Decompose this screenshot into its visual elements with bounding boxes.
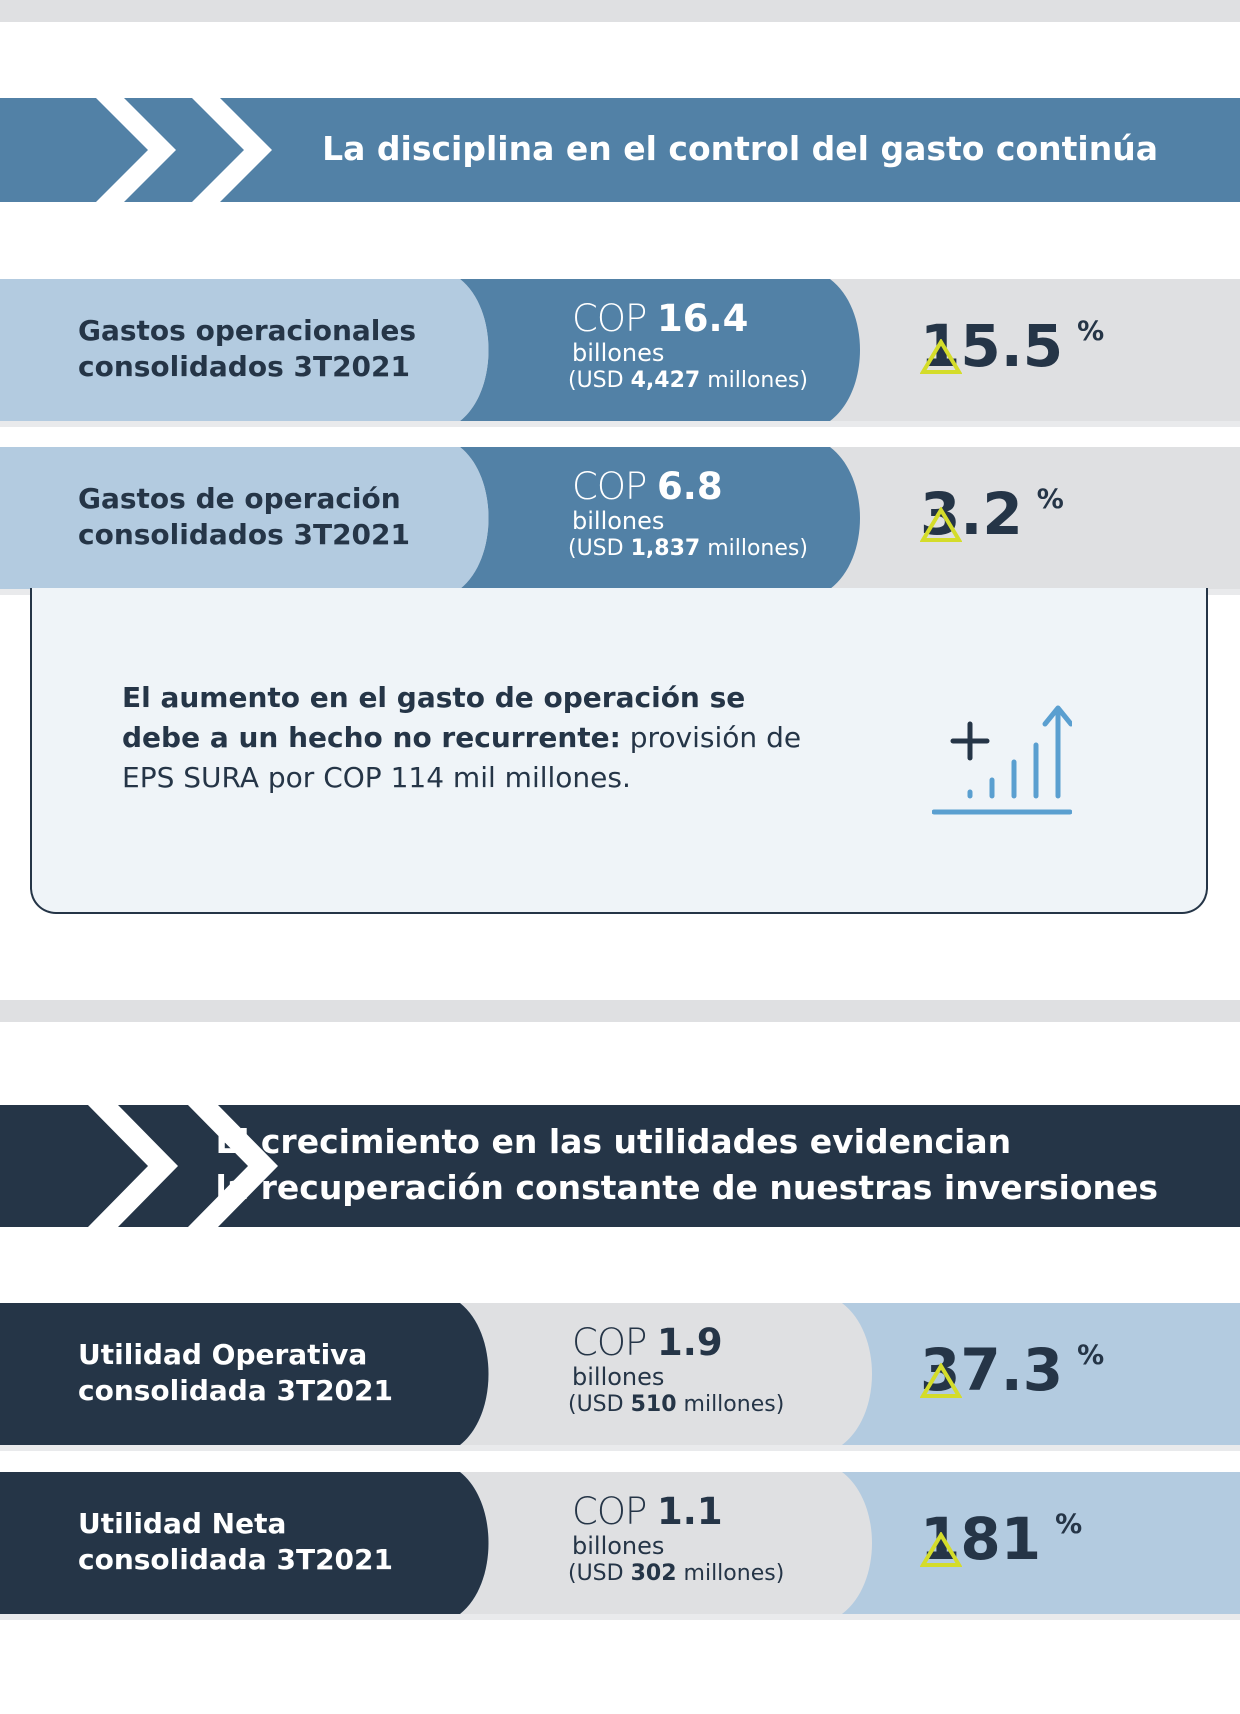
triangle-up-icon [920,1363,962,1398]
double-chevron-icon [0,1105,1240,1227]
section1-banner: La disciplina en el control del gasto co… [0,98,1240,202]
metric-amount: COP 6.8 billones (USD 1,837 millones) [568,465,808,562]
section2-banner: El crecimiento en las utilidades evidenc… [0,1105,1240,1227]
metric-row-gastos-operacion: Gastos de operación consolidados 3T2021 … [0,447,1240,595]
metric-row-utilidad-operativa: Utilidad Operativa consolidada 3T2021 CO… [0,1303,1240,1451]
metric-label: Gastos operacionales consolidados 3T2021 [78,314,417,383]
metric-label: Gastos de operación consolidados 3T2021 [78,482,411,551]
growth-chart-icon [932,705,1072,815]
triangle-up-icon [920,507,962,542]
metric-change: 15.5% [920,312,1105,380]
metric-label: Utilidad Neta consolidada 3T2021 [78,1507,393,1576]
triangle-up-icon [920,1532,962,1567]
section-divider [0,1000,1240,1022]
double-chevron-icon [0,98,1240,202]
section1-title: La disciplina en el control del gasto co… [322,129,1158,168]
section2-title: El crecimiento en las utilidades evidenc… [215,1122,1158,1207]
metric-row-utilidad-neta: Utilidad Neta consolidada 3T2021 COP 1.1… [0,1472,1240,1620]
metric-change: 181% [920,1505,1083,1573]
note-box: El aumento en el gasto de operación se d… [30,588,1208,914]
metric-change: 37.3% [920,1336,1105,1404]
top-divider [0,0,1240,22]
metric-label: Utilidad Operativa consolidada 3T2021 [78,1338,393,1407]
metric-amount: COP 1.1 billones (USD 302 millones) [568,1490,785,1587]
metric-amount: COP 16.4 billones (USD 4,427 millones) [568,297,808,394]
metric-amount: COP 1.9 billones (USD 510 millones) [568,1321,785,1418]
note-text: El aumento en el gasto de operación se d… [122,681,802,794]
metric-change: 3.2% [920,480,1064,548]
metric-row-gastos-operacionales: Gastos operacionales consolidados 3T2021… [0,279,1240,427]
triangle-up-icon [920,339,962,374]
